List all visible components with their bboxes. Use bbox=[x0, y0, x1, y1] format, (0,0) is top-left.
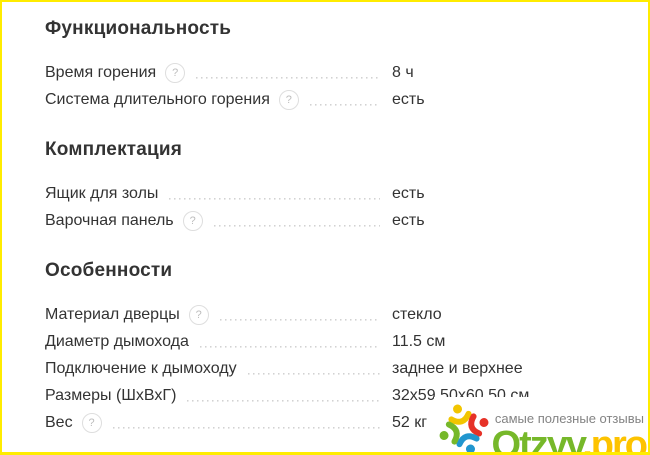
spec-row: Материал дверцы ? стекло bbox=[45, 301, 625, 328]
spec-label: Варочная панель bbox=[45, 211, 174, 229]
brand-domain-suffix: .pro bbox=[582, 424, 648, 455]
spec-label: Материал дверцы bbox=[45, 305, 180, 323]
section-title: Комплектация bbox=[45, 139, 183, 160]
spec-value: есть bbox=[392, 184, 425, 202]
spec-value: 11.5 см bbox=[392, 332, 446, 350]
section-title: Особенности bbox=[45, 260, 173, 281]
spec-row: Система длительного горения ? есть bbox=[45, 86, 625, 113]
help-icon[interactable]: ? bbox=[165, 62, 186, 83]
dotted-leader bbox=[309, 103, 380, 106]
spec-section: Функциональность Время горения ? 8 ч Сис… bbox=[45, 18, 625, 113]
spec-label: Система длительного горения bbox=[45, 90, 270, 108]
section-title: Функциональность bbox=[45, 18, 232, 39]
spec-row: Варочная панель ? есть bbox=[45, 207, 625, 234]
help-icon[interactable]: ? bbox=[81, 412, 102, 433]
section-rows: Время горения ? 8 ч Система длительного … bbox=[45, 59, 625, 113]
spec-row: Подключение к дымоходу заднее и верхнее bbox=[45, 355, 625, 382]
dotted-leader bbox=[247, 372, 380, 375]
spec-section: Комплектация Ящик для золы есть Варочная… bbox=[45, 139, 625, 234]
help-icon[interactable]: ? bbox=[188, 304, 209, 325]
spec-value: 52 кг bbox=[392, 413, 428, 431]
spec-label: Вес bbox=[45, 413, 73, 431]
spec-label: Диаметр дымохода bbox=[45, 332, 189, 350]
dotted-leader bbox=[187, 399, 380, 402]
spec-row: Вес ? 52 кг bbox=[45, 409, 625, 436]
section-rows: Ящик для золы есть Варочная панель ? ест… bbox=[45, 180, 625, 234]
dotted-leader bbox=[199, 345, 380, 348]
section-rows: Материал дверцы ? стекло Диаметр дымоход… bbox=[45, 301, 625, 436]
spec-row: Ящик для золы есть bbox=[45, 180, 625, 207]
spec-value: есть bbox=[392, 211, 425, 229]
dotted-leader bbox=[169, 197, 380, 200]
spec-label: Ящик для золы bbox=[45, 184, 159, 202]
spec-value: 8 ч bbox=[392, 63, 414, 81]
otzyv-logo-icon bbox=[439, 404, 489, 452]
spec-section: Особенности Материал дверцы ? стекло Диа… bbox=[45, 260, 625, 436]
spec-list: Функциональность Время горения ? 8 ч Сис… bbox=[45, 18, 625, 436]
otzyv-watermark: самые полезные отзывы Otzyv.pro bbox=[433, 397, 648, 455]
spec-row: Время горения ? 8 ч bbox=[45, 59, 625, 86]
spec-label: Подключение к дымоходу bbox=[45, 359, 237, 377]
spec-value: стекло bbox=[392, 305, 442, 323]
spec-row: Диаметр дымохода 11.5 см bbox=[45, 328, 625, 355]
dotted-leader bbox=[112, 426, 380, 429]
brand-name: Otzyv bbox=[491, 424, 585, 455]
spec-value: заднее и верхнее bbox=[392, 359, 523, 377]
watermark-tagline: самые полезные отзывы bbox=[494, 411, 644, 426]
dotted-leader bbox=[219, 318, 380, 321]
spec-label: Время горения bbox=[45, 63, 157, 81]
help-icon[interactable]: ? bbox=[278, 89, 299, 110]
watermark-text: самые полезные отзывы Otzyv.pro bbox=[491, 411, 648, 455]
watermark-brand: Otzyv.pro bbox=[491, 424, 648, 455]
spec-value: есть bbox=[392, 90, 425, 108]
spec-label: Размеры (ШхВхГ) bbox=[45, 386, 177, 404]
dotted-leader bbox=[213, 224, 380, 227]
help-icon[interactable]: ? bbox=[182, 210, 203, 231]
dotted-leader bbox=[196, 76, 380, 79]
